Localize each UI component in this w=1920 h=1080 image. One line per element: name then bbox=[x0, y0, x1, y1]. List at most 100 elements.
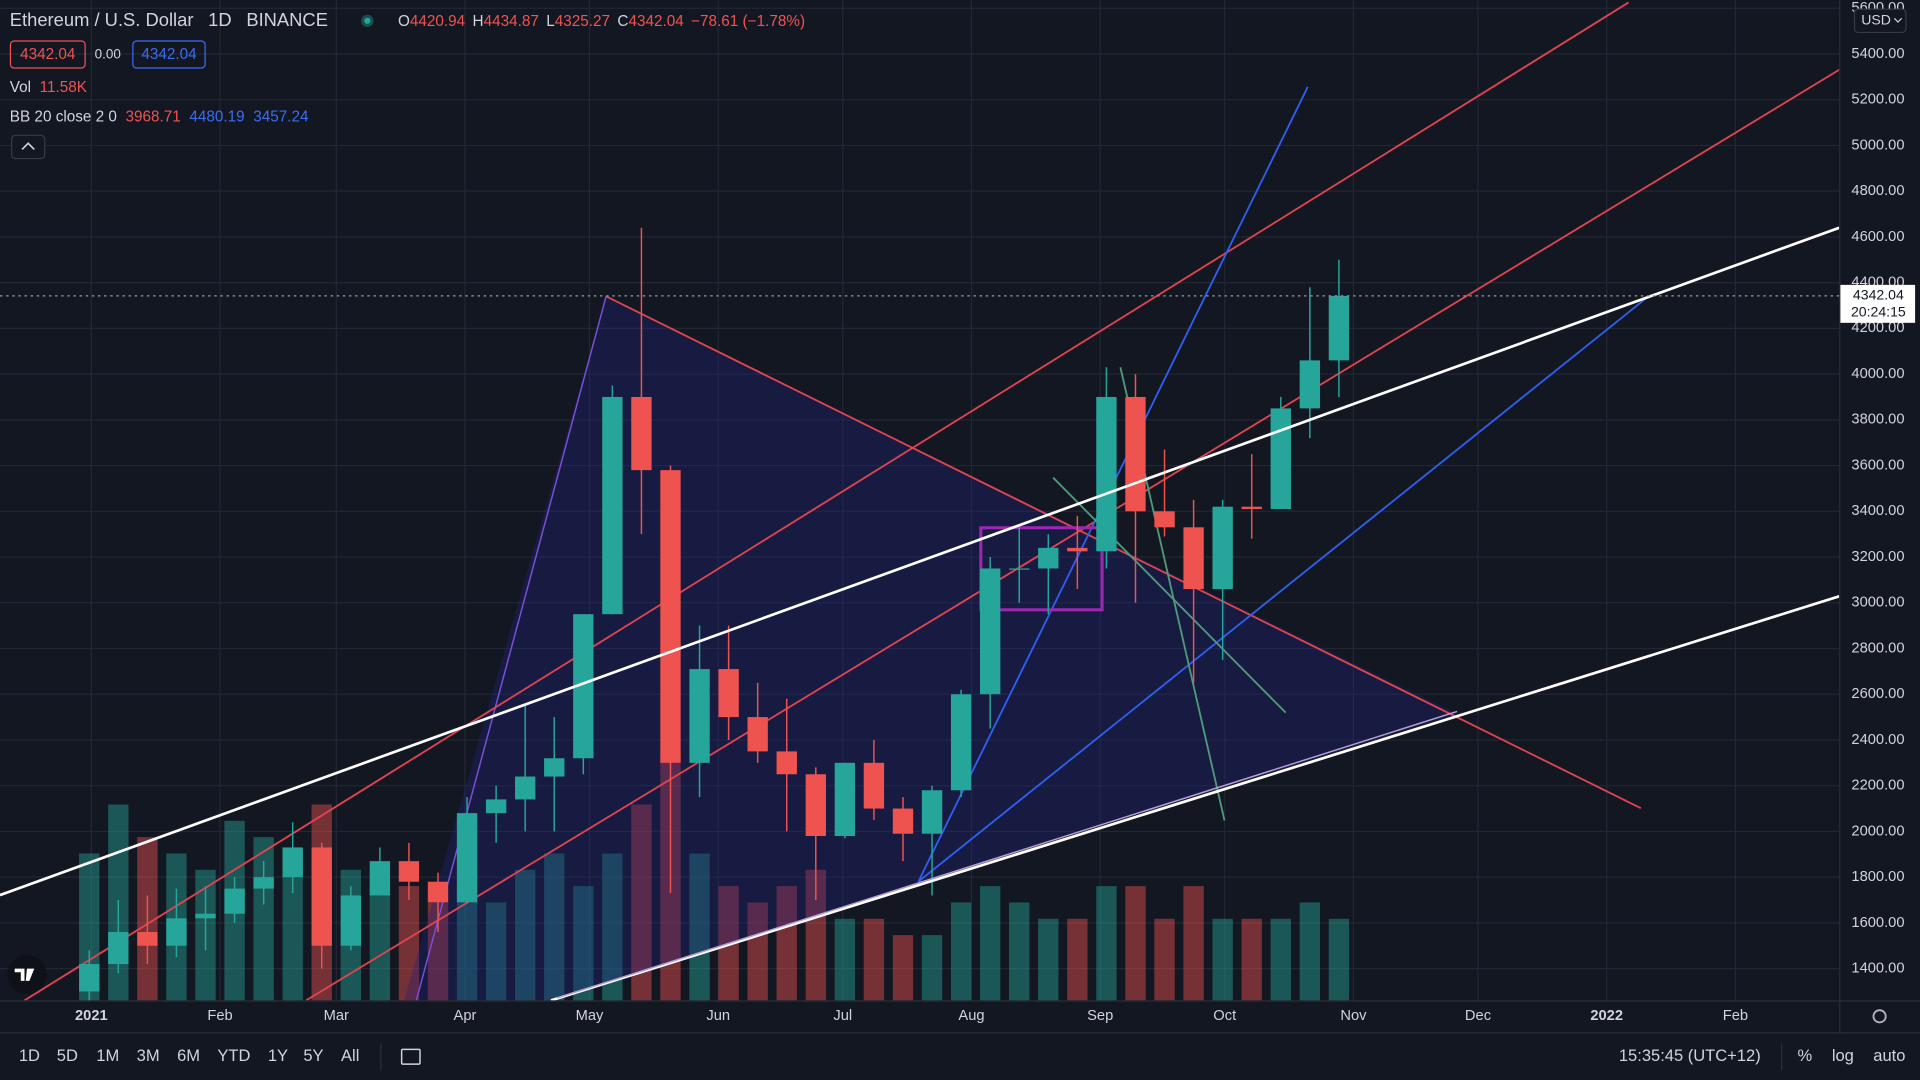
y-tick-label: 2200.00 bbox=[1851, 778, 1904, 794]
axes: 1400.00 1600.00 1800.00 2000.00 2200.00 2400.… bbox=[75, 0, 1905, 1024]
candle-body bbox=[369, 861, 391, 896]
collapse-button[interactable] bbox=[11, 134, 46, 160]
y-tick-label: 5000.00 bbox=[1851, 137, 1904, 153]
clock: 15:35:45 (UTC+12) bbox=[1619, 1046, 1761, 1065]
range-button[interactable]: All bbox=[341, 1046, 359, 1065]
volume-bar bbox=[1270, 918, 1291, 1001]
volume-bar bbox=[544, 853, 565, 1001]
range-button[interactable]: 6M bbox=[177, 1046, 200, 1065]
y-tick-label: 5200.00 bbox=[1851, 92, 1904, 108]
y-tick-label: 3800.00 bbox=[1851, 412, 1904, 428]
candle-body bbox=[1328, 295, 1350, 361]
grid bbox=[0, 0, 1840, 1001]
candle-body bbox=[950, 694, 972, 791]
x-tick-label: Oct bbox=[1213, 1008, 1236, 1024]
candle-body bbox=[1125, 396, 1146, 512]
currency: USD bbox=[1861, 12, 1891, 28]
volume-bar bbox=[282, 853, 303, 1001]
volume-bar bbox=[950, 902, 972, 1001]
volume-bar bbox=[369, 886, 391, 1001]
y-tick-label: 4200.00 bbox=[1851, 320, 1904, 336]
red-trendline bbox=[605, 295, 1642, 809]
last-price-box bbox=[1840, 284, 1916, 323]
volume-bar bbox=[631, 804, 652, 1001]
date-range-icon[interactable] bbox=[400, 1048, 421, 1065]
status-dot bbox=[364, 17, 371, 24]
y-tick-label: 4800.00 bbox=[1851, 183, 1904, 199]
volume-bar bbox=[1067, 918, 1088, 1001]
candle-body bbox=[282, 847, 303, 878]
candle-body bbox=[863, 762, 885, 809]
countdown: 20:24:15 bbox=[1851, 304, 1906, 320]
range-button[interactable]: YTD bbox=[217, 1046, 250, 1065]
candle-body bbox=[398, 861, 420, 882]
candle-body bbox=[485, 799, 507, 814]
spread: 0.00 bbox=[95, 47, 121, 62]
candle-body bbox=[1241, 506, 1262, 510]
volume-bar bbox=[863, 918, 885, 1001]
settings[interactable] bbox=[1872, 1009, 1887, 1024]
volume-bar bbox=[602, 853, 623, 1001]
collapse-icon bbox=[21, 142, 35, 150]
log-toggle[interactable]: log bbox=[1832, 1046, 1854, 1065]
volume-bar bbox=[398, 886, 420, 1001]
toolbar: 1D 5D 1M 3M 6M YTD 1Y 5Y All bbox=[19, 1046, 360, 1065]
candle-body bbox=[776, 751, 797, 775]
volume-bar bbox=[1328, 918, 1350, 1001]
y-tick-label: 1400.00 bbox=[1851, 960, 1904, 976]
candle-body bbox=[631, 396, 652, 471]
ask-box bbox=[132, 40, 206, 69]
volume-bar bbox=[921, 935, 943, 1001]
volume-bar bbox=[979, 886, 1001, 1001]
range-button[interactable]: 5D bbox=[57, 1046, 78, 1065]
auto-toggle[interactable]: auto bbox=[1873, 1046, 1905, 1065]
candle-body bbox=[1067, 547, 1088, 552]
y-tick-label: 1800.00 bbox=[1851, 869, 1904, 885]
candle-body bbox=[921, 790, 943, 834]
candle-body bbox=[195, 913, 216, 919]
y-tick-label: 3000.00 bbox=[1851, 595, 1904, 611]
volume-bar bbox=[1299, 902, 1321, 1001]
y-tick-label: 4600.00 bbox=[1851, 229, 1904, 245]
y-tick-label: 3600.00 bbox=[1851, 457, 1904, 473]
y-tick-label: 1600.00 bbox=[1851, 915, 1904, 931]
range-button[interactable]: 3M bbox=[137, 1046, 160, 1065]
candle-body bbox=[573, 614, 594, 759]
volume-bar bbox=[1125, 886, 1146, 1001]
currency-button[interactable] bbox=[1853, 8, 1907, 34]
volume-bar bbox=[1038, 918, 1059, 1001]
white-line bbox=[0, 226, 1840, 897]
percent-toggle[interactable]: % bbox=[1798, 1046, 1813, 1065]
volume-bar bbox=[427, 902, 449, 1001]
candle-body bbox=[166, 918, 187, 946]
ask: 4342.04 bbox=[141, 46, 197, 63]
drawings-top bbox=[0, 226, 1840, 1001]
x-tick-label: Dec bbox=[1465, 1008, 1491, 1024]
x-tick-label: Mar bbox=[324, 1008, 349, 1024]
candle-body bbox=[456, 813, 478, 903]
candle-body bbox=[79, 964, 100, 992]
logo-mark bbox=[14, 968, 35, 981]
range-button[interactable]: 1D bbox=[19, 1046, 40, 1065]
range-button[interactable]: 1M bbox=[96, 1046, 119, 1065]
candle-body bbox=[834, 762, 856, 836]
volume-bar bbox=[1212, 918, 1233, 1001]
range-button[interactable]: 1Y bbox=[268, 1046, 288, 1065]
x-tick-label: Aug bbox=[958, 1008, 984, 1024]
candle-body bbox=[108, 932, 129, 965]
x-tick-label: 2022 bbox=[1590, 1008, 1623, 1024]
white-line bbox=[550, 595, 1840, 1001]
vol-legend: Vol 11.58K bbox=[10, 79, 88, 96]
range-button[interactable]: 5Y bbox=[303, 1046, 323, 1065]
candle-body bbox=[340, 895, 361, 946]
candles bbox=[79, 227, 1350, 1001]
y-tick-label: 2600.00 bbox=[1851, 686, 1904, 702]
y-tick-label: 3400.00 bbox=[1851, 503, 1904, 519]
volume-bar bbox=[485, 902, 507, 1001]
candle-body bbox=[689, 669, 710, 763]
volume-bar bbox=[456, 886, 478, 1001]
candle-body bbox=[427, 881, 449, 903]
symbol: Ethereum / U.S. Dollar 1D BINANCE bbox=[10, 9, 328, 30]
